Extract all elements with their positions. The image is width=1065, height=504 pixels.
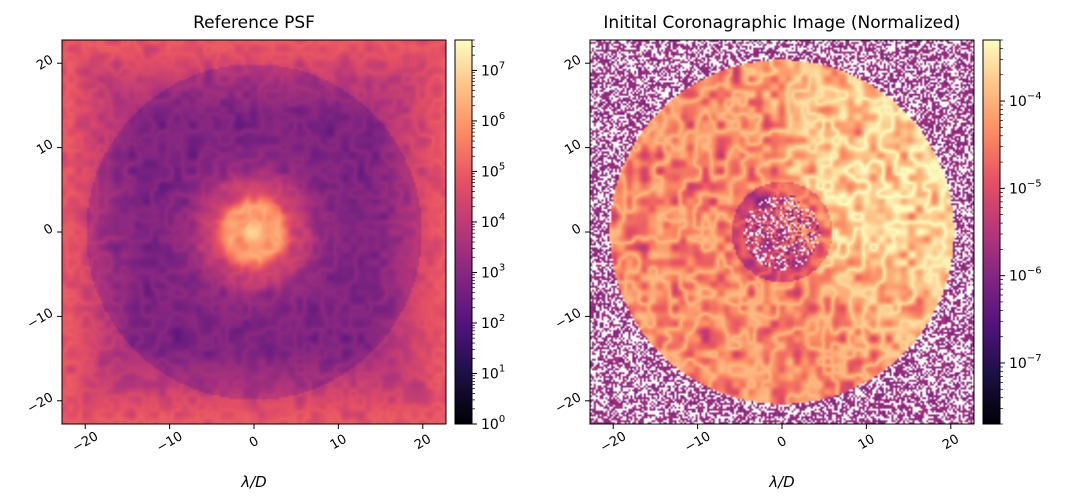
coronagraph-heatmap-image: [590, 40, 974, 424]
psf-colorbar: 100 101 102 103 104 105 106 107: [454, 39, 505, 433]
colorbar-tick-label: 10−6: [1009, 266, 1042, 285]
coronagraph-x-ticks: −20 −10 0 10 20: [598, 424, 962, 456]
psf-xlabel: λ/D: [240, 473, 266, 491]
y-tick-label: 0: [41, 221, 56, 238]
psf-heatmap-image: [62, 40, 446, 424]
psf-colorbar-gradient: [454, 39, 473, 425]
coronagraph-title: Initital Coronagraphic Image (Normalized…: [603, 13, 960, 33]
y-tick-label: 10: [562, 137, 584, 158]
y-tick-label: −20: [553, 390, 584, 417]
colorbar-tick-label: 10−7: [1009, 353, 1042, 372]
x-tick-label: −20: [598, 429, 629, 456]
x-tick-label: −10: [682, 429, 713, 456]
x-tick-label: −10: [154, 429, 185, 456]
y-tick-label: 20: [34, 53, 56, 74]
x-tick-label: 20: [940, 432, 962, 453]
x-tick-label: 0: [775, 434, 790, 451]
coronagraph-colorbar-ticks: 10−7 10−6 10−5 10−4: [1000, 39, 1042, 425]
y-tick-label: 10: [34, 137, 56, 158]
colorbar-tick-label: 103: [481, 262, 505, 281]
y-tick-label: 20: [562, 53, 584, 74]
psf-x-ticks: −20 −10 0 10 20: [70, 424, 434, 456]
coronagraph-heatmap: [590, 40, 974, 424]
psf-colorbar-ticks: 100 101 102 103 104 105 106 107: [472, 39, 505, 433]
x-tick-label: 10: [328, 432, 350, 453]
coronagraph-colorbar: 10−7 10−6 10−5 10−4: [982, 39, 1042, 425]
coronagraph-y-ticks: −20 −10 0 10 20: [553, 53, 590, 417]
coronagraph-xlabel: λ/D: [768, 473, 794, 491]
x-tick-label: 20: [412, 432, 434, 453]
psf-heatmap: [62, 40, 446, 424]
psf-title: Reference PSF: [193, 13, 315, 33]
y-tick-label: −10: [553, 306, 584, 333]
coronagraph-panel: Initital Coronagraphic Image (Normalized…: [553, 13, 1042, 491]
colorbar-tick-label: 102: [481, 313, 505, 332]
x-tick-label: 0: [247, 434, 262, 451]
y-tick-label: −20: [25, 390, 56, 417]
y-tick-label: 0: [569, 221, 584, 238]
colorbar-tick-label: 10−4: [1009, 91, 1042, 110]
y-tick-label: −10: [25, 306, 56, 333]
colorbar-tick-label: 101: [481, 363, 505, 382]
psf-panel: Reference PSF −20 −10 0 10 20 −20 −10 0 10 20 λ/…: [25, 13, 505, 491]
coronagraph-colorbar-gradient: [982, 39, 1001, 425]
colorbar-tick-label: 104: [481, 212, 505, 231]
colorbar-tick-label: 10−5: [1009, 178, 1042, 197]
colorbar-tick-label: 105: [481, 161, 505, 180]
psf-y-ticks: −20 −10 0 10 20: [25, 53, 62, 417]
x-tick-label: −20: [70, 429, 101, 456]
colorbar-tick-label: 100: [481, 414, 505, 433]
x-tick-label: 10: [856, 432, 878, 453]
colorbar-tick-label: 107: [481, 60, 505, 79]
colorbar-tick-label: 106: [481, 111, 505, 130]
